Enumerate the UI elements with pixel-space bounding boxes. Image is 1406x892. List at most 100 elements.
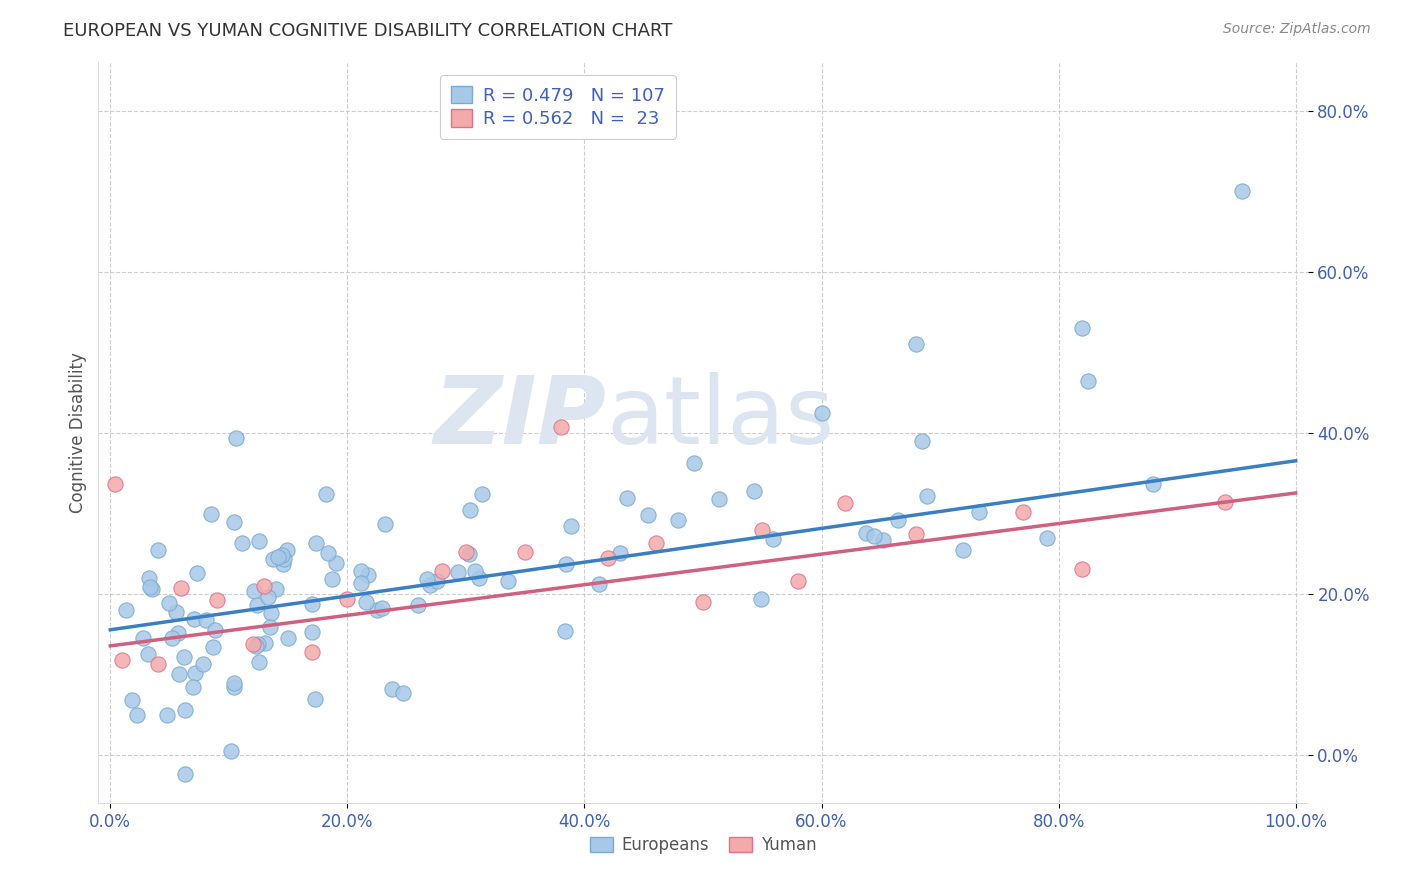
- Point: [692, 594, 714, 608]
- Point: [350, 564, 373, 578]
- Point: [315, 487, 337, 501]
- Point: [1036, 531, 1059, 545]
- Point: [458, 548, 481, 562]
- Point: [202, 640, 225, 655]
- Point: [786, 574, 808, 589]
- Point: [588, 577, 610, 591]
- Point: [246, 637, 269, 651]
- Point: [138, 571, 160, 585]
- Point: [170, 582, 193, 596]
- Point: [245, 598, 267, 612]
- Point: [181, 680, 204, 694]
- Point: [276, 543, 298, 558]
- Point: [356, 595, 378, 609]
- Point: [115, 603, 138, 617]
- Point: [408, 598, 430, 612]
- Point: [905, 337, 928, 351]
- Point: [911, 434, 934, 448]
- Point: [243, 584, 266, 599]
- Point: [174, 703, 197, 717]
- Point: [554, 624, 576, 639]
- Point: [191, 657, 214, 672]
- Point: [259, 620, 281, 634]
- Point: [136, 647, 159, 661]
- Point: [242, 637, 264, 651]
- Text: Source: ZipAtlas.com: Source: ZipAtlas.com: [1223, 22, 1371, 37]
- Point: [1012, 505, 1035, 519]
- Legend: Europeans, Yuman: Europeans, Yuman: [583, 830, 823, 861]
- Point: [264, 582, 287, 597]
- Point: [301, 645, 323, 659]
- Point: [555, 557, 578, 571]
- Point: [855, 525, 877, 540]
- Point: [247, 533, 270, 548]
- Point: [167, 626, 190, 640]
- Point: [336, 592, 359, 607]
- Point: [305, 536, 328, 550]
- Point: [160, 632, 183, 646]
- Point: [616, 491, 638, 505]
- Point: [550, 420, 572, 434]
- Point: [872, 533, 894, 548]
- Point: [454, 545, 477, 559]
- Point: [254, 636, 277, 650]
- Point: [183, 612, 205, 626]
- Point: [370, 601, 392, 615]
- Point: [1232, 184, 1254, 198]
- Point: [1071, 321, 1094, 335]
- Point: [325, 556, 347, 570]
- Point: [905, 526, 928, 541]
- Point: [915, 489, 938, 503]
- Point: [165, 605, 187, 619]
- Point: [270, 548, 292, 562]
- Point: [742, 483, 765, 498]
- Point: [121, 692, 143, 706]
- Point: [709, 491, 731, 506]
- Point: [219, 743, 242, 757]
- Point: [104, 477, 127, 491]
- Point: [262, 551, 284, 566]
- Point: [247, 655, 270, 669]
- Point: [186, 566, 208, 580]
- Point: [419, 578, 441, 592]
- Point: [447, 565, 470, 579]
- Point: [810, 405, 832, 419]
- Y-axis label: Cognitive Disability: Cognitive Disability: [69, 352, 87, 513]
- Point: [205, 593, 228, 607]
- Text: EUROPEAN VS YUMAN COGNITIVE DISABILITY CORRELATION CHART: EUROPEAN VS YUMAN COGNITIVE DISABILITY C…: [63, 22, 672, 40]
- Point: [683, 456, 706, 470]
- Point: [834, 496, 856, 510]
- Point: [464, 565, 486, 579]
- Point: [267, 549, 290, 564]
- Point: [426, 574, 449, 588]
- Point: [141, 582, 163, 596]
- Point: [301, 597, 323, 611]
- Point: [1077, 374, 1099, 388]
- Point: [862, 529, 884, 543]
- Point: [644, 536, 666, 550]
- Point: [157, 596, 180, 610]
- Point: [146, 657, 169, 671]
- Text: atlas: atlas: [606, 372, 835, 464]
- Point: [496, 574, 519, 589]
- Point: [195, 613, 218, 627]
- Point: [321, 572, 343, 586]
- Point: [468, 571, 491, 585]
- Point: [458, 503, 481, 517]
- Point: [301, 624, 323, 639]
- Point: [392, 686, 415, 700]
- Point: [350, 575, 373, 590]
- Point: [146, 543, 169, 558]
- Point: [256, 590, 278, 604]
- Point: [471, 486, 494, 500]
- Point: [666, 513, 689, 527]
- Point: [1071, 562, 1094, 576]
- Point: [127, 707, 149, 722]
- Point: [156, 708, 179, 723]
- Point: [111, 653, 134, 667]
- Point: [432, 564, 454, 578]
- Point: [887, 513, 910, 527]
- Point: [952, 543, 974, 558]
- Point: [273, 552, 295, 566]
- Point: [132, 631, 155, 645]
